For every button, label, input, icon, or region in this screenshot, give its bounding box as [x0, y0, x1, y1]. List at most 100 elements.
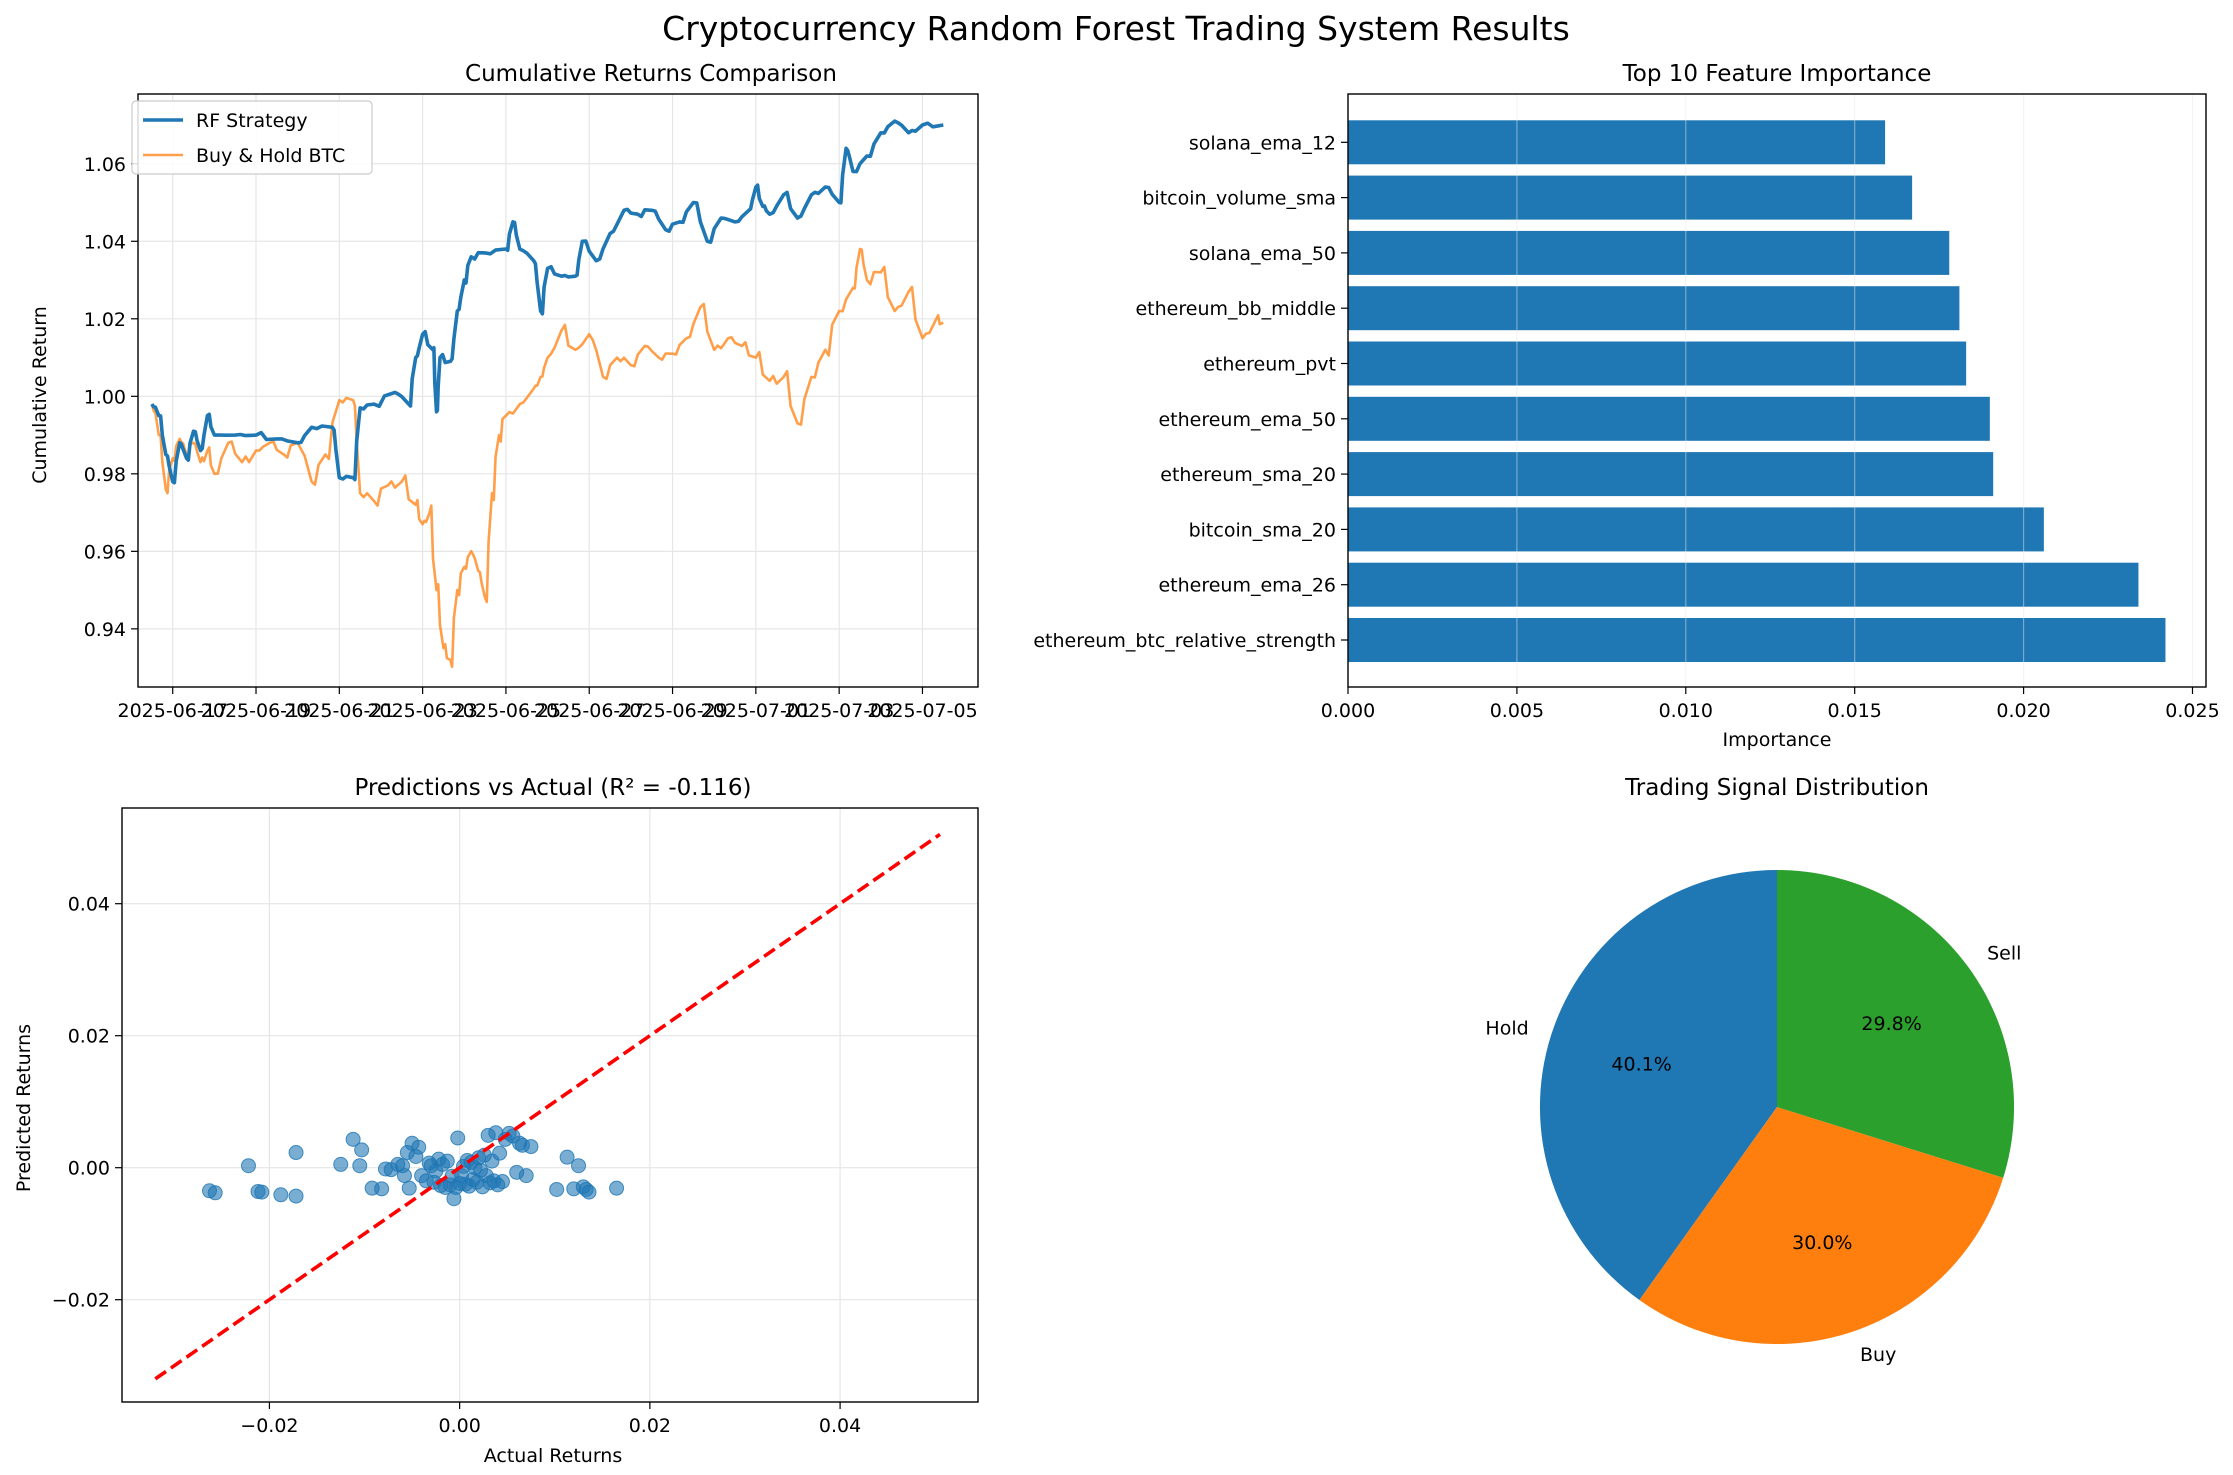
feature-bar	[1348, 507, 2044, 552]
series-line-buy-hold-btc	[150, 247, 944, 669]
predictions-plot-frame	[121, 807, 979, 1403]
scatter-point	[273, 1187, 289, 1203]
trading-signal-title: Trading Signal Distribution	[1624, 775, 1929, 801]
predictions-title: Predictions vs Actual (R² = -0.116)	[354, 775, 751, 801]
x-tick-label: 2025-07-05	[867, 700, 977, 722]
feature-label: ethereum_sma_20	[1160, 464, 1336, 486]
x-tick-label: 2025-06-25	[451, 700, 561, 722]
cumulative-returns-ylabel: Cumulative Return	[29, 306, 51, 484]
y-tick-label: 0.00	[68, 1158, 110, 1180]
x-tick-label: 2025-06-29	[617, 700, 727, 722]
feature-label: solana_ema_12	[1189, 132, 1336, 154]
scatter-point	[439, 1153, 455, 1169]
y-tick-label: 0.98	[84, 464, 126, 486]
cumulative-returns-title: Cumulative Returns Comparison	[465, 61, 837, 87]
feature-bar	[1348, 562, 2139, 607]
scatter-point	[374, 1181, 390, 1197]
scatter-point	[549, 1181, 565, 1197]
y-tick-label: −0.02	[52, 1290, 110, 1312]
scatter-point	[288, 1188, 304, 1204]
pie-pct-buy: 30.0%	[1792, 1232, 1852, 1254]
predictions-ticks: −0.02 0.00 0.02 0.04 −0.02 0.00 0.02 0.04	[52, 894, 861, 1437]
x-tick-label: 2025-07-03	[784, 700, 894, 722]
feature-label: solana_ema_50	[1189, 243, 1336, 265]
scatter-point	[559, 1149, 575, 1165]
scatter-point	[333, 1156, 349, 1172]
cumulative-returns-plot-frame	[137, 93, 979, 688]
pie-label-buy: Buy	[1860, 1344, 1896, 1366]
y-tick-label: 1.04	[84, 231, 126, 253]
pie-slice-hold	[1539, 869, 1777, 1300]
predictions-vs-actual-chart: Predictions vs Actual (R² = -0.116) Actu…	[13, 775, 979, 1467]
x-tick-label: 0.00	[438, 1415, 480, 1437]
legend-box	[131, 100, 373, 175]
scatter-point	[581, 1184, 597, 1200]
feature-bar	[1348, 286, 1960, 331]
figure-title: Cryptocurrency Random Forest Trading Sys…	[662, 9, 1570, 48]
feature-importance-plot-frame	[1347, 93, 2207, 688]
scatter-point	[401, 1180, 417, 1196]
scatter-point	[523, 1139, 539, 1155]
scatter-point	[609, 1180, 625, 1196]
y-tick-label: 0.96	[84, 541, 126, 563]
scatter-point	[492, 1145, 508, 1161]
feature-bar	[1348, 230, 1950, 275]
pie-pct-sell: 29.8%	[1861, 1013, 1921, 1035]
trading-signal-slices	[1539, 869, 2015, 1345]
feature-label: ethereum_pvt	[1203, 354, 1336, 376]
pie-label-hold: Hold	[1485, 1018, 1528, 1040]
x-tick-label: 2025-07-01	[701, 700, 811, 722]
scatter-point	[288, 1145, 304, 1161]
x-tick-label: 0.02	[629, 1415, 671, 1437]
y-tick-label: 1.02	[84, 309, 126, 331]
x-tick-label: 0.020	[1996, 700, 2050, 722]
scatter-point	[352, 1158, 368, 1174]
scatter-point	[345, 1131, 361, 1147]
y-tick-label: 0.04	[68, 894, 110, 916]
feature-importance-xlabel: Importance	[1723, 729, 1832, 751]
pie-label-sell: Sell	[1987, 943, 2021, 965]
predictions-grid	[122, 808, 978, 1402]
scatter-point	[518, 1168, 534, 1184]
y-tick-label: 0.02	[68, 1026, 110, 1048]
feature-importance-bars	[1348, 120, 2166, 662]
x-tick-label: 0.010	[1659, 700, 1713, 722]
x-tick-label: 0.025	[2165, 700, 2219, 722]
feature-label: bitcoin_volume_sma	[1142, 188, 1336, 210]
feature-bar	[1348, 618, 2166, 662]
legend-label-rf-strategy: RF Strategy	[196, 110, 308, 132]
x-tick-label: 0.04	[819, 1415, 861, 1437]
x-tick-label: 2025-06-27	[534, 700, 644, 722]
x-tick-label: 0.015	[1827, 700, 1881, 722]
cumulative-returns-legend: RF Strategy Buy & Hold BTC	[131, 100, 373, 175]
cumulative-returns-chart: Cumulative Returns Comparison Cumulative…	[29, 61, 979, 722]
scatter-point	[494, 1174, 510, 1190]
scatter-point	[254, 1184, 270, 1200]
legend-label-buy-hold-btc: Buy & Hold BTC	[196, 145, 345, 167]
feature-bar	[1348, 452, 1994, 497]
x-tick-label: 2025-06-23	[367, 700, 477, 722]
predictions-points	[202, 1125, 625, 1207]
feature-bar	[1348, 341, 1967, 386]
x-tick-label: 0.000	[1321, 700, 1375, 722]
cumulative-returns-series	[150, 119, 944, 669]
pie-pct-hold: 40.1%	[1611, 1054, 1671, 1076]
scatter-point	[354, 1142, 370, 1158]
scatter-point	[450, 1130, 466, 1146]
scatter-point	[207, 1185, 223, 1201]
y-tick-label: 1.00	[84, 386, 126, 408]
y-tick-label: 0.94	[84, 619, 126, 641]
y-tick-label: 1.06	[84, 154, 126, 176]
scatter-point	[396, 1168, 412, 1184]
feature-label: ethereum_ema_50	[1158, 409, 1336, 431]
cumulative-returns-grid	[138, 94, 978, 687]
feature-bar	[1348, 175, 1913, 220]
feature-label: ethereum_bb_middle	[1135, 298, 1336, 320]
x-tick-label: 2025-06-19	[201, 700, 311, 722]
x-tick-label: −0.02	[240, 1415, 298, 1437]
predictions-xlabel: Actual Returns	[484, 1445, 623, 1467]
x-tick-label: 2025-06-21	[284, 700, 394, 722]
trading-signal-labels: Hold 40.1% Buy 30.0% Sell 29.8%	[1485, 943, 2021, 1367]
feature-importance-chart: Top 10 Feature Importance Importance 0.0…	[1033, 61, 2219, 751]
